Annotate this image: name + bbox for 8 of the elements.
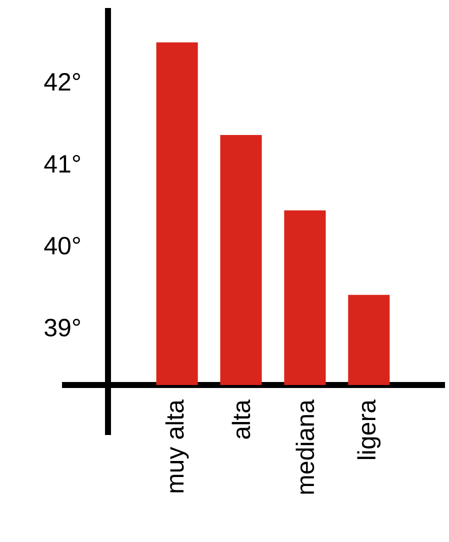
x-tick-label: ligera bbox=[357, 400, 381, 459]
y-tick-label: 41° bbox=[44, 154, 80, 172]
y-tick-label: 42° bbox=[44, 73, 80, 90]
y-tick-label: 39° bbox=[44, 318, 80, 336]
y-tick-label: 40° bbox=[44, 236, 80, 255]
x-tick-label: mediana bbox=[296, 400, 314, 494]
x-tick-label: muy alta bbox=[165, 400, 189, 492]
x-tick-label: alta bbox=[232, 400, 250, 439]
